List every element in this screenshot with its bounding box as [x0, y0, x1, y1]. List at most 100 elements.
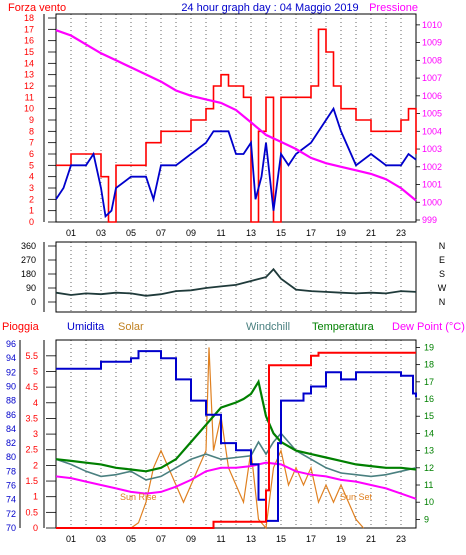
p1-x-tick: 07 — [156, 228, 166, 238]
p3-humidity-tick: 72 — [6, 509, 16, 519]
p1-y-left-tick: 16 — [24, 36, 34, 46]
p2-compass-tick: N — [439, 241, 446, 251]
p2-y-tick: 0 — [31, 297, 36, 307]
p3-rain-tick: 4.5 — [25, 382, 38, 392]
p1-x-tick: 11 — [216, 228, 225, 238]
p2-compass-tick: S — [439, 269, 445, 279]
humidity-series — [56, 350, 417, 522]
legend-pioggia: Pioggia — [2, 321, 40, 333]
p2-compass-tick: N — [439, 297, 446, 307]
p2-y-tick: 360 — [21, 241, 36, 251]
p3-x-tick: 11 — [216, 534, 225, 544]
p1-x-tick: 21 — [366, 228, 376, 238]
p1-x-tick: 03 — [96, 228, 106, 238]
p3-rain-tick: 2.5 — [25, 445, 38, 455]
p3-x-tick: 17 — [306, 534, 316, 544]
p3-rain-tick: 5.5 — [25, 351, 38, 361]
p1-y-left-tick: 17 — [24, 24, 34, 34]
p3-humidity-tick: 94 — [6, 353, 16, 363]
p1-y-left-tick: 15 — [24, 47, 34, 57]
p3-y-right-tick: 14 — [424, 428, 434, 438]
p1-y-right-tick: 999 — [422, 215, 437, 225]
p3-rain-tick: 1 — [33, 492, 38, 502]
sunset-label: Sun Set — [340, 492, 373, 502]
p1-x-tick: 05 — [126, 228, 136, 238]
p3-y-right-tick: 17 — [424, 377, 434, 387]
solar-series — [130, 347, 364, 530]
p1-x-tick: 17 — [306, 228, 316, 238]
p3-humidity-tick: 84 — [6, 424, 16, 434]
pressure-axis-title: Pressione — [369, 2, 418, 14]
wind-direction-series — [55, 267, 417, 297]
p3-rain-tick: 1.5 — [25, 476, 38, 486]
p3-humidity-tick: 92 — [6, 367, 16, 377]
p3-humidity-tick: 90 — [6, 381, 16, 391]
p3-humidity-tick: 76 — [6, 481, 16, 491]
p3-humidity-tick: 80 — [6, 452, 16, 462]
p3-x-tick: 09 — [186, 534, 196, 544]
p3-x-tick: 07 — [156, 534, 166, 544]
p1-x-tick: 13 — [246, 228, 256, 238]
p2-compass-tick: W — [438, 283, 447, 293]
legend-temperatura: Temperatura — [312, 321, 375, 333]
temperature-series — [55, 378, 417, 473]
p1-y-left-tick: 10 — [24, 104, 34, 114]
p1-y-left-tick: 7 — [29, 138, 34, 148]
p3-humidity-tick: 70 — [6, 523, 16, 533]
p1-x-tick: 15 — [276, 228, 286, 238]
dewpoint-series — [55, 461, 417, 500]
legend-windchill: Windchill — [246, 321, 290, 333]
p3-x-tick: 13 — [246, 534, 256, 544]
p3-rain-tick: 3.5 — [25, 413, 38, 423]
wind-speed-series — [56, 28, 417, 223]
pressure-series — [55, 29, 417, 202]
p3-humidity-tick: 88 — [6, 396, 16, 406]
p1-y-right-tick: 1000 — [422, 197, 442, 207]
p1-y-left-tick: 18 — [24, 13, 34, 23]
p3-rain-tick: 3 — [33, 429, 38, 439]
p3-x-tick: 21 — [366, 534, 376, 544]
p1-y-left-tick: 14 — [24, 58, 34, 68]
p2-frame — [55, 241, 417, 313]
p1-y-right-tick: 1010 — [422, 20, 442, 30]
chart-title: 24 hour graph day : 04 Maggio 2019 — [181, 2, 358, 14]
p3-x-tick: 05 — [126, 534, 136, 544]
p2-y-tick: 270 — [21, 255, 36, 265]
wind-axis-title: Forza vento — [8, 2, 66, 14]
p1-y-right-tick: 1006 — [422, 91, 442, 101]
p1-y-right-tick: 1008 — [422, 55, 442, 65]
p3-y-right-tick: 9 — [424, 514, 429, 524]
p3-x-tick: 23 — [396, 534, 406, 544]
p3-x-tick: 03 — [96, 534, 106, 544]
p2-y-tick: 90 — [26, 283, 36, 293]
p3-humidity-tick: 78 — [6, 466, 16, 476]
p3-y-right-tick: 16 — [424, 394, 434, 404]
p1-y-left-tick: 12 — [24, 81, 34, 91]
p1-x-tick: 09 — [186, 228, 196, 238]
p3-y-right-tick: 10 — [424, 497, 434, 507]
p1-x-tick: 01 — [66, 228, 76, 238]
p3-y-right-tick: 11 — [424, 480, 433, 490]
p3-rain-tick: 4 — [33, 398, 38, 408]
p1-y-right-tick: 1004 — [422, 126, 442, 136]
p3-rain-tick: 0.5 — [25, 507, 38, 517]
p1-y-right-tick: 1003 — [422, 144, 442, 154]
legend-umidita: Umidita — [67, 321, 105, 333]
p1-x-tick: 23 — [396, 228, 406, 238]
wind-gust-series — [55, 106, 417, 219]
p1-x-tick: 19 — [336, 228, 346, 238]
p3-rain-tick: 5 — [33, 366, 38, 376]
p3-y-right-tick: 19 — [424, 342, 434, 352]
p2-y-tick: 180 — [21, 269, 36, 279]
p3-y-right-tick: 12 — [424, 463, 434, 473]
p1-y-left-tick: 9 — [29, 115, 34, 125]
p3-x-tick: 15 — [276, 534, 286, 544]
p1-y-left-tick: 11 — [25, 92, 34, 102]
p3-humidity-tick: 96 — [6, 339, 16, 349]
p3-y-right-tick: 18 — [424, 360, 434, 370]
p1-y-right-tick: 1002 — [422, 162, 442, 172]
p1-y-right-tick: 1005 — [422, 109, 442, 119]
p1-y-left-tick: 13 — [24, 70, 34, 80]
p3-x-tick: 01 — [66, 534, 76, 544]
